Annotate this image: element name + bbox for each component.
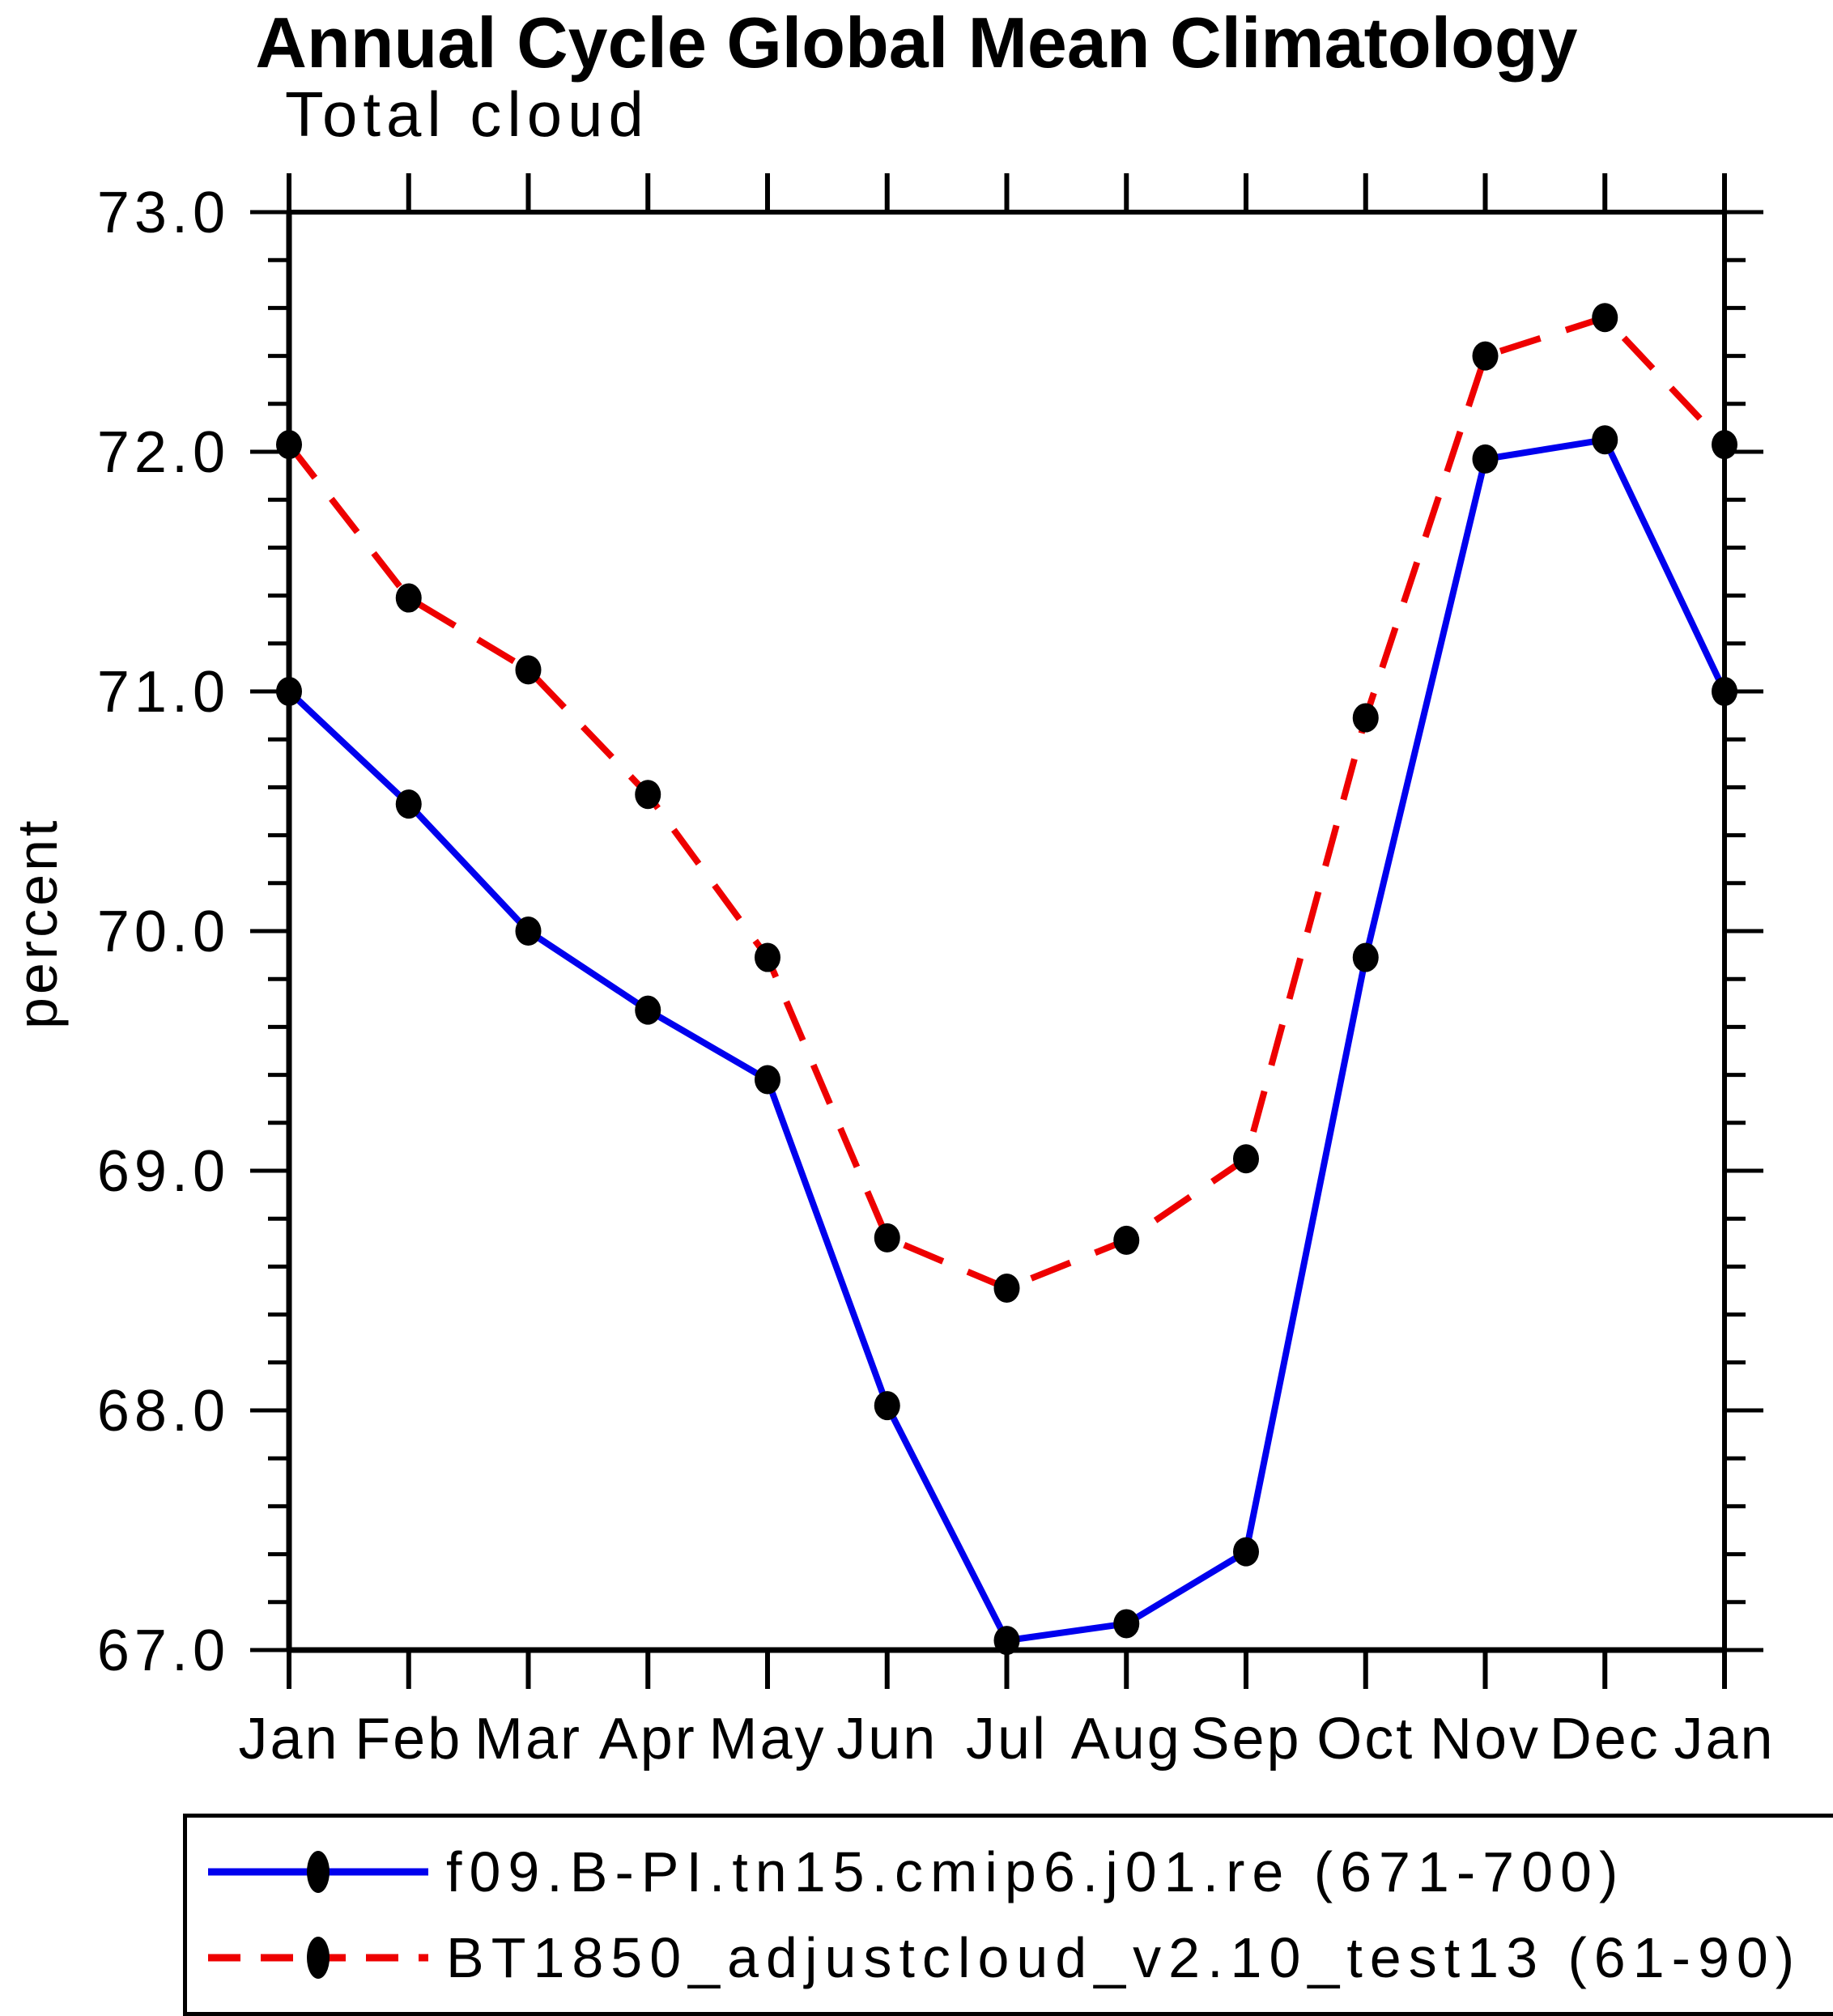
data-point — [755, 1065, 780, 1095]
data-point — [1352, 703, 1379, 733]
legend-key-solid-line — [208, 1850, 428, 1893]
x-month-label: Mar — [474, 1707, 582, 1771]
data-point — [1113, 1609, 1140, 1639]
x-month-label: Oct — [1316, 1707, 1414, 1771]
x-month-label: Aug — [1071, 1707, 1182, 1771]
legend-label-f09: f09.B-PI.tn15.cmip6.j01.re (671-700) — [446, 1839, 1626, 1903]
data-point — [635, 780, 661, 810]
data-point — [515, 917, 542, 946]
y-tick-label: 68.0 — [97, 1379, 230, 1444]
data-point — [874, 1223, 900, 1253]
data-point — [874, 1391, 900, 1421]
x-month-label: Jan — [1674, 1707, 1775, 1771]
data-point — [1472, 341, 1499, 371]
data-point — [635, 995, 661, 1025]
data-point — [1233, 1537, 1259, 1567]
data-point — [1113, 1225, 1140, 1255]
data-point — [395, 583, 422, 613]
data-point — [1352, 942, 1379, 972]
x-month-label: Dec — [1550, 1707, 1661, 1771]
x-month-label: Sep — [1190, 1707, 1301, 1771]
data-point — [1592, 425, 1618, 455]
y-tick-label: 73.0 — [97, 181, 230, 245]
x-month-label: Jul — [966, 1707, 1048, 1771]
y-tick-label: 70.0 — [97, 900, 230, 964]
legend-entry-f09: f09.B-PI.tn15.cmip6.j01.re (671-700) — [187, 1839, 1833, 1904]
chart-subtitle: Total cloud — [285, 79, 649, 150]
chart-title: Annual Cycle Global Mean Climatology — [255, 2, 1578, 83]
x-month-label: Nov — [1430, 1707, 1541, 1771]
legend-entry-bt1850: BT1850_adjustcloud_v2.10_test13 (61-90) — [187, 1925, 1833, 1990]
legend-label-bt1850: BT1850_adjustcloud_v2.10_test13 (61-90) — [446, 1926, 1802, 1990]
data-point — [1712, 430, 1737, 460]
x-month-label: Apr — [599, 1707, 697, 1771]
legend-key-dashed-line — [208, 1937, 428, 1980]
data-point — [395, 789, 422, 819]
y-tick-label: 72.0 — [97, 420, 230, 485]
data-point — [1233, 1144, 1259, 1174]
data-point — [515, 655, 542, 685]
data-point — [276, 430, 302, 460]
data-point — [993, 1274, 1020, 1304]
x-month-label: May — [708, 1707, 826, 1771]
data-point — [755, 942, 780, 972]
data-point — [1712, 677, 1737, 706]
legend-marker-icon — [307, 1850, 330, 1893]
x-month-label: Jan — [238, 1707, 339, 1771]
data-point — [1472, 444, 1499, 474]
y-tick-label: 67.0 — [97, 1618, 230, 1683]
legend: f09.B-PI.tn15.cmip6.j01.re (671-700) BT1… — [183, 1814, 1833, 2016]
x-month-label: Feb — [355, 1707, 462, 1771]
series-line-f09 — [287, 436, 1728, 1644]
series-line-bt1850 — [286, 313, 1727, 1292]
data-point — [993, 1626, 1020, 1656]
y-tick-label: 69.0 — [97, 1139, 230, 1204]
legend-marker-icon — [307, 1937, 330, 1980]
data-point — [276, 677, 302, 706]
x-month-label: Jun — [836, 1707, 938, 1771]
y-tick-label: 71.0 — [97, 660, 230, 725]
data-point — [1592, 303, 1618, 333]
